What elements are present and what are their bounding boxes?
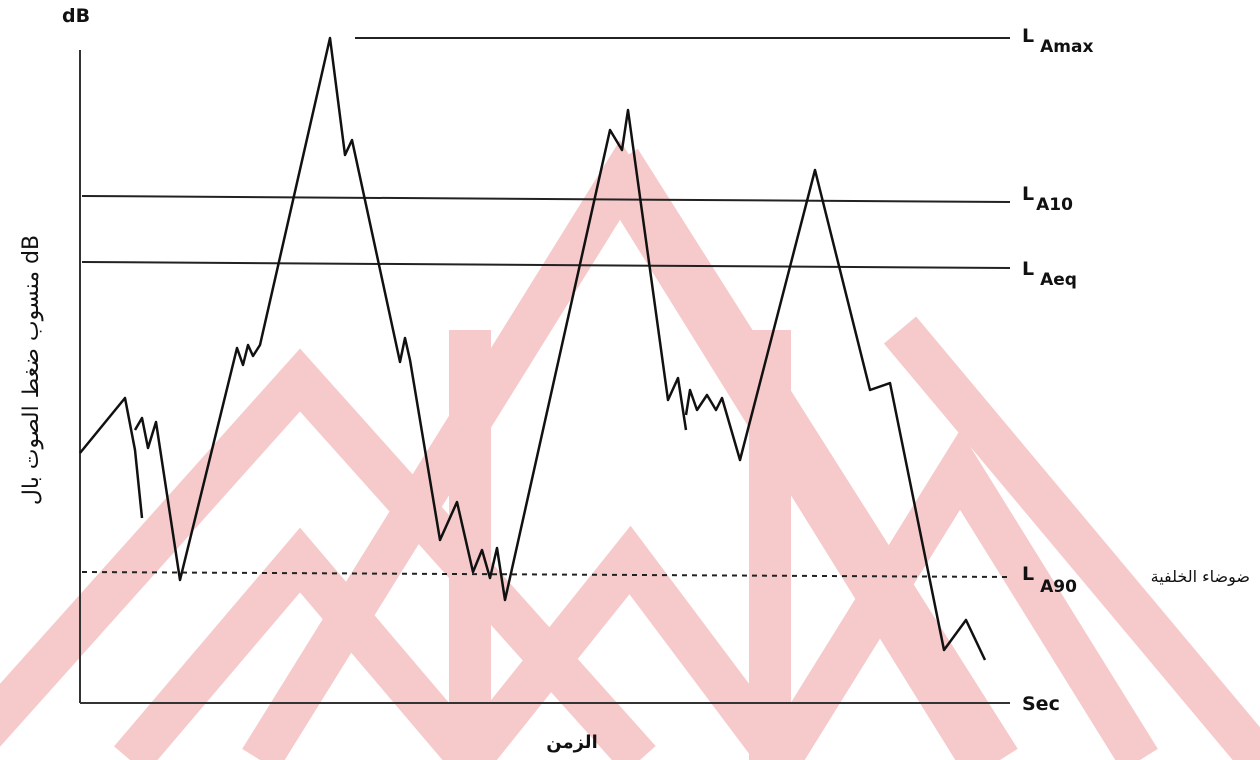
level-label: L Aeq bbox=[1022, 258, 1077, 290]
level-line bbox=[81, 571, 1011, 578]
level-line bbox=[81, 195, 1011, 203]
sound-level-trace bbox=[79, 36, 987, 661]
level-label: L Amax bbox=[1022, 25, 1093, 57]
level-line bbox=[81, 261, 1011, 269]
y-unit: dB bbox=[62, 5, 90, 27]
x-unit: Sec bbox=[1022, 693, 1060, 715]
x-label: الزمن bbox=[546, 732, 597, 753]
watermark bbox=[0, 140, 1260, 760]
background-noise-label: ضوضاء الخلفية bbox=[1151, 567, 1250, 587]
y-label: منسوب ضغط الصوت بال dB bbox=[19, 235, 44, 505]
level-label: L A10 bbox=[1022, 183, 1073, 215]
level-label: LA90 bbox=[1022, 563, 1077, 597]
